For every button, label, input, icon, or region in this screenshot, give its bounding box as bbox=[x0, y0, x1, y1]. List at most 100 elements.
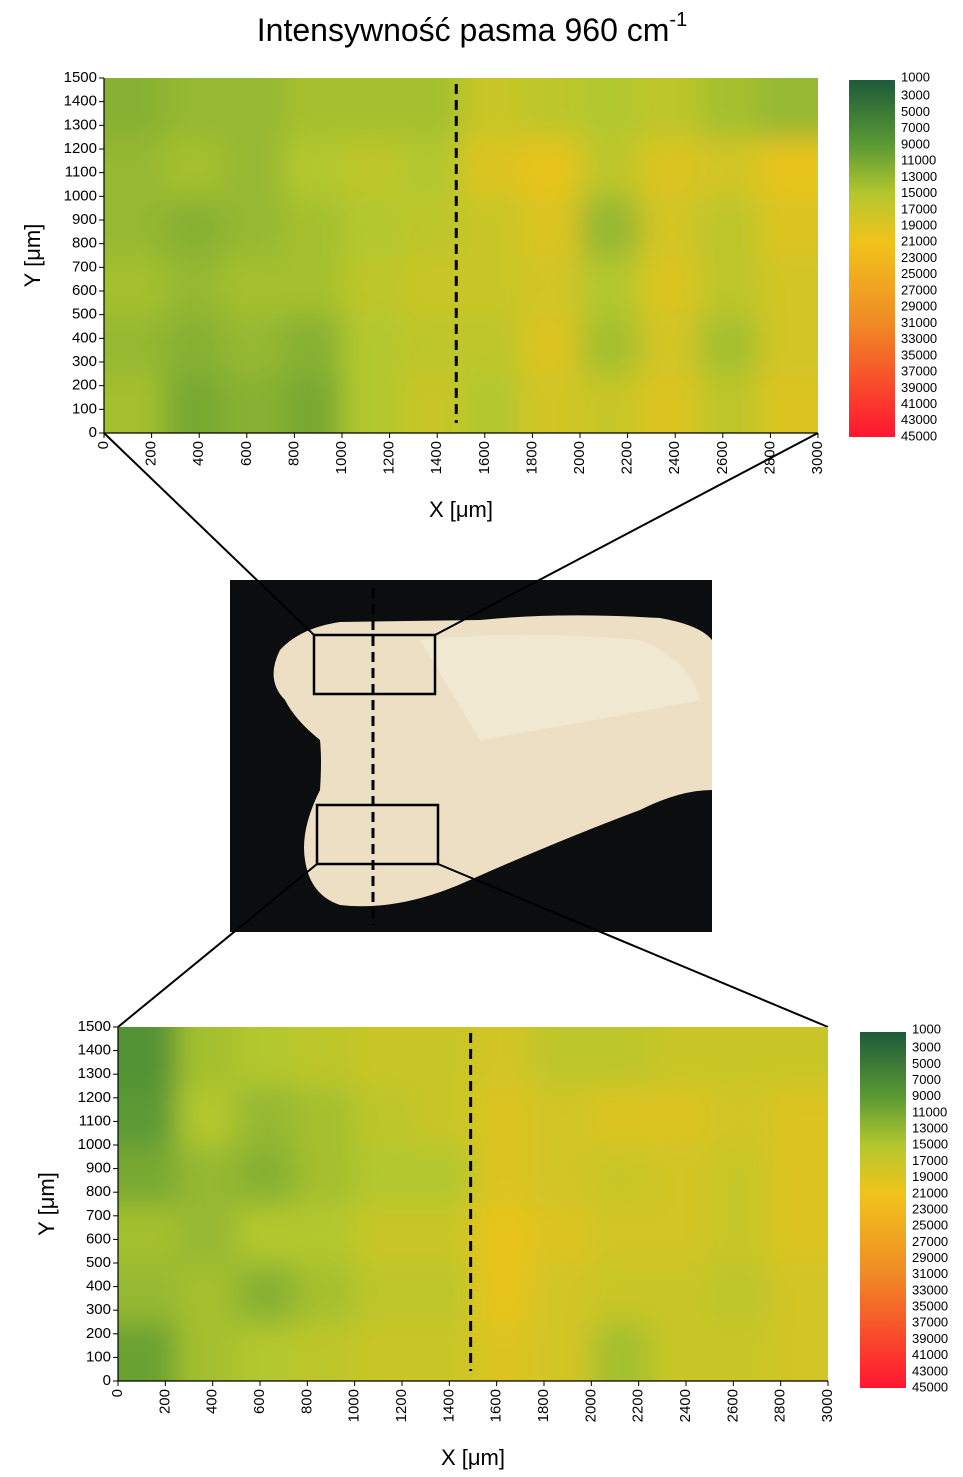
heatmap-cell bbox=[591, 1204, 651, 1264]
heatmap-cell bbox=[651, 1204, 711, 1264]
heatmap-cell bbox=[580, 137, 641, 197]
heatmap-cell bbox=[591, 1263, 651, 1323]
heatmap-panel: 0100200300400500600700800900100011001200… bbox=[34, 968, 948, 1470]
x-tick-label: 600 bbox=[251, 1389, 268, 1414]
colorbar-label: 39000 bbox=[912, 1331, 948, 1346]
x-tick-label: 2600 bbox=[714, 441, 731, 474]
heatmap-cell bbox=[414, 1086, 474, 1146]
heatmap-cell bbox=[355, 1204, 415, 1264]
heatmap-cell bbox=[342, 137, 403, 197]
y-tick-label: 300 bbox=[72, 353, 97, 370]
y-tick-label: 700 bbox=[86, 1207, 111, 1224]
colorbar-label: 9000 bbox=[912, 1088, 941, 1103]
heatmap-cell bbox=[342, 315, 403, 375]
heatmap-cell bbox=[355, 968, 415, 1087]
heatmap-cell bbox=[461, 137, 522, 197]
x-tick-label: 1200 bbox=[381, 441, 398, 474]
heatmap-cell bbox=[640, 315, 701, 375]
colorbar-label: 41000 bbox=[912, 1347, 948, 1362]
heatmap-cell bbox=[461, 256, 522, 316]
heatmap-cell bbox=[461, 196, 522, 256]
y-tick-label: 100 bbox=[72, 400, 97, 417]
x-tick-label: 1000 bbox=[333, 441, 350, 474]
colorbar: 1000300050007000900011000130001500017000… bbox=[860, 1021, 948, 1394]
heatmap-cell bbox=[164, 137, 225, 197]
y-tick-label: 1300 bbox=[78, 1065, 111, 1082]
y-tick-label: 200 bbox=[86, 1325, 111, 1342]
heatmap-cell bbox=[402, 315, 463, 375]
heatmap-cell bbox=[521, 196, 582, 256]
heatmap-cell bbox=[177, 1204, 237, 1264]
x-tick-label: 800 bbox=[298, 1389, 315, 1414]
y-tick-label: 1400 bbox=[64, 93, 97, 110]
x-tick-label: 3000 bbox=[819, 1389, 836, 1422]
heatmap-cell bbox=[164, 19, 225, 138]
heatmap-cell bbox=[283, 315, 344, 375]
heatmap-cell bbox=[580, 256, 641, 316]
colorbar-label: 19000 bbox=[912, 1169, 948, 1184]
x-tick-label: 0 bbox=[109, 1389, 126, 1397]
heatmap-cell bbox=[236, 1145, 296, 1205]
photo bbox=[230, 580, 712, 932]
title-superscript: -1 bbox=[669, 9, 687, 31]
colorbar-label: 5000 bbox=[901, 104, 930, 119]
heatmap-cell bbox=[521, 256, 582, 316]
colorbar-label: 45000 bbox=[901, 428, 937, 443]
heatmap-cell bbox=[342, 256, 403, 316]
x-tick-label: 2400 bbox=[677, 1389, 694, 1422]
colorbar: 1000300050007000900011000130001500017000… bbox=[849, 69, 937, 443]
y-tick-label: 0 bbox=[89, 424, 97, 441]
colorbar-label: 39000 bbox=[901, 380, 937, 395]
y-tick-label: 1100 bbox=[79, 1112, 111, 1129]
colorbar-label: 41000 bbox=[901, 396, 937, 411]
heatmap-cell bbox=[223, 196, 284, 256]
heatmap-cell bbox=[710, 1204, 770, 1264]
heatmap-cells bbox=[59, 968, 888, 1441]
colorbar-label: 7000 bbox=[912, 1072, 941, 1087]
y-tick-label: 600 bbox=[86, 1230, 111, 1247]
heatmap-cell bbox=[342, 196, 403, 256]
heatmap-cell bbox=[402, 137, 463, 197]
x-tick-label: 2200 bbox=[630, 1389, 647, 1422]
y-tick-label: 1200 bbox=[64, 140, 97, 157]
x-tick-label: 1600 bbox=[476, 441, 493, 474]
heatmap-cell bbox=[236, 968, 296, 1087]
connector-line bbox=[118, 864, 317, 1027]
heatmap-cell bbox=[223, 315, 284, 375]
colorbar-label: 35000 bbox=[901, 347, 937, 362]
x-axis-label: X [μm] bbox=[429, 497, 493, 522]
x-tick-label: 800 bbox=[285, 441, 302, 466]
y-tick-label: 400 bbox=[86, 1278, 111, 1295]
y-tick-label: 1100 bbox=[65, 164, 97, 181]
x-tick-label: 200 bbox=[156, 1389, 173, 1414]
heatmap-cell bbox=[710, 1145, 770, 1205]
colorbar-label: 33000 bbox=[901, 331, 937, 346]
y-tick-label: 0 bbox=[103, 1372, 111, 1389]
colorbar-label: 19000 bbox=[901, 217, 937, 232]
y-tick-label: 700 bbox=[72, 258, 97, 275]
heatmap-cell bbox=[651, 968, 711, 1087]
heatmap-cell bbox=[473, 1204, 533, 1264]
heatmap-cell bbox=[402, 196, 463, 256]
x-tick-label: 2200 bbox=[619, 441, 636, 474]
y-tick-label: 1000 bbox=[64, 187, 97, 204]
heatmap-cell bbox=[699, 256, 760, 316]
colorbar-label: 33000 bbox=[912, 1282, 948, 1297]
heatmap-cell bbox=[414, 1204, 474, 1264]
colorbar-label: 1000 bbox=[901, 69, 930, 84]
heatmap-cell bbox=[580, 315, 641, 375]
y-tick-label: 400 bbox=[72, 329, 97, 346]
heatmap-cell bbox=[236, 1204, 296, 1264]
heatmap-cell bbox=[177, 1086, 237, 1146]
colorbar-label: 27000 bbox=[912, 1234, 948, 1249]
heatmap-cell bbox=[699, 196, 760, 256]
heatmap-cell bbox=[640, 137, 701, 197]
heatmap-cell bbox=[651, 1263, 711, 1323]
colorbar-label: 11000 bbox=[901, 153, 936, 168]
y-tick-label: 300 bbox=[86, 1301, 111, 1318]
heatmap-cell bbox=[699, 137, 760, 197]
heatmap-cell bbox=[355, 1086, 415, 1146]
heatmap-cell bbox=[236, 1263, 296, 1323]
x-tick-label: 0 bbox=[95, 441, 112, 449]
colorbar-label: 35000 bbox=[912, 1299, 948, 1314]
